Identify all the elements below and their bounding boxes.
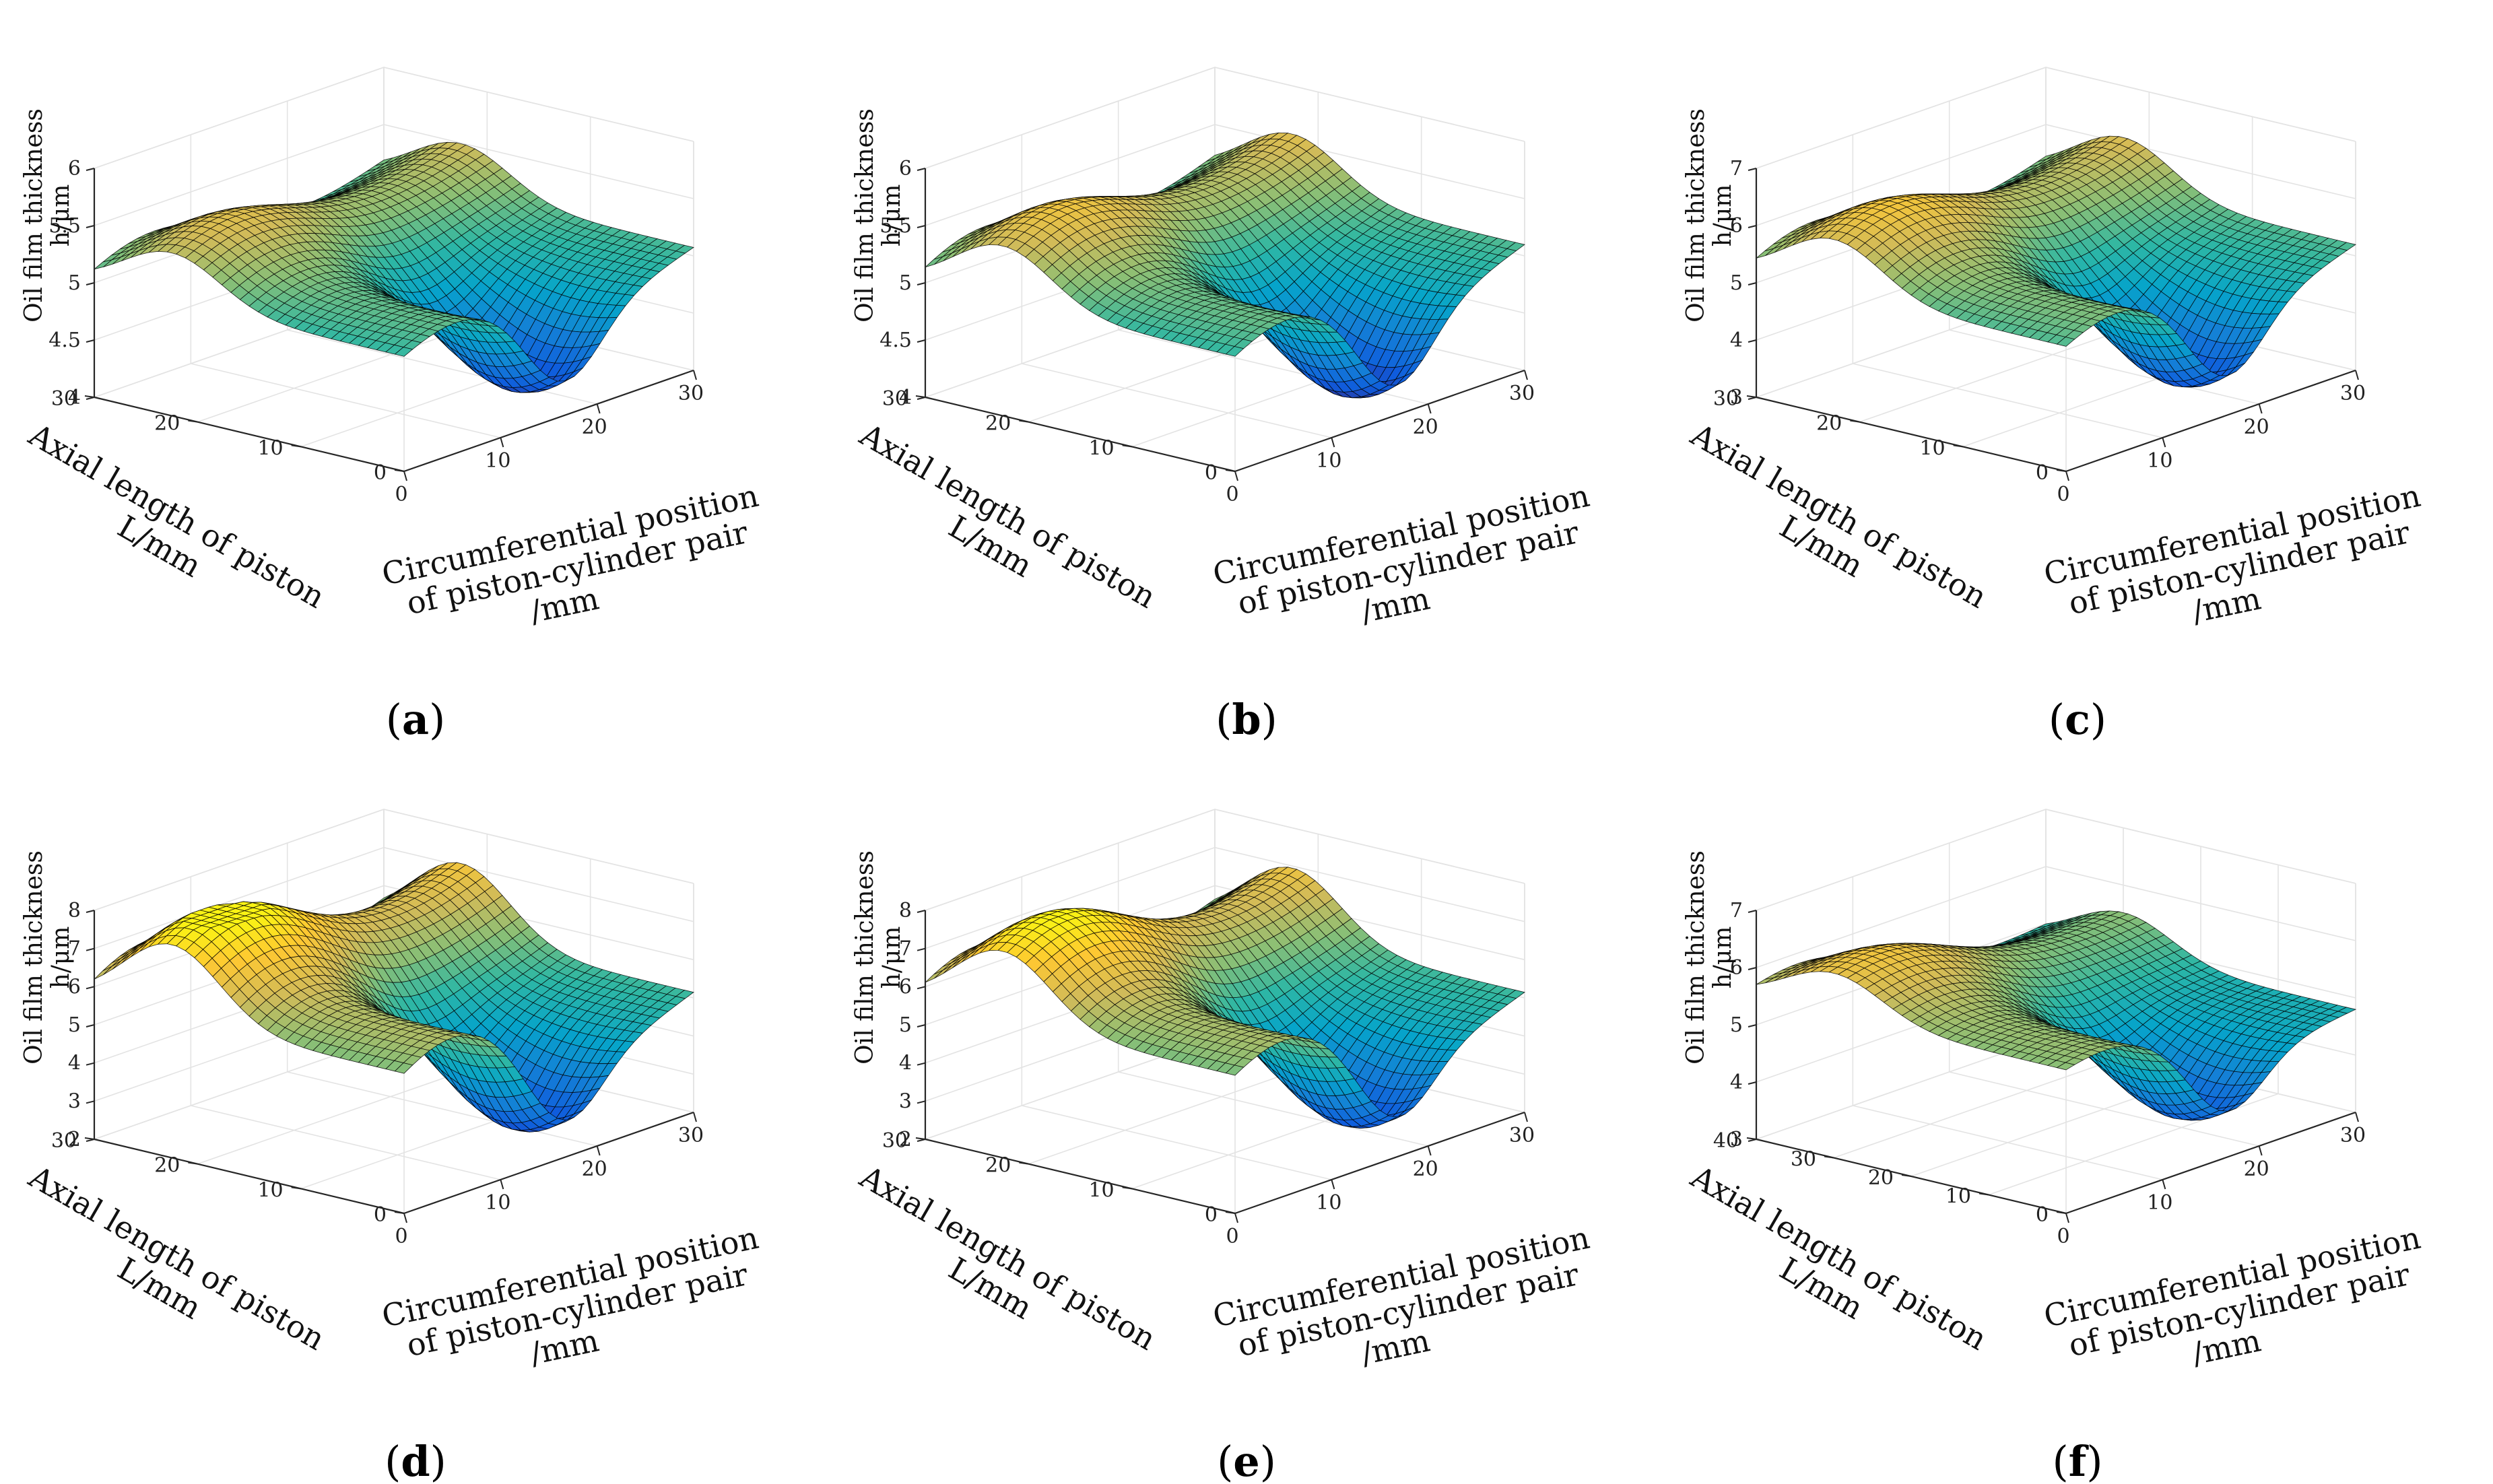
y-axis-b [925,397,1235,471]
z-axis-title: Oil film thicknessh/μm [1682,108,1737,323]
panel-b: 0 10 20 30 0 10 20 30 4 4.5 5 5.5 6 Oil film thicknes… [831,0,1662,742]
z-tick-label: 5 [1730,271,1743,295]
x-tick-label: 10 [1316,449,1341,473]
panel-c: 0 10 20 30 0 10 20 30 3 4 5 6 7 Oil film thicknessh/μ… [1662,0,2493,742]
surface-mesh-b [925,133,1525,398]
z-tick-label: 5 [68,1013,81,1037]
z-tick-label: 4.5 [48,329,81,352]
z-axis-title: Oil film thicknessh/μm [20,850,75,1065]
x-tick-label: 20 [1413,415,1438,439]
y-tick-label: 20 [985,412,1011,436]
z-tick-label: 4 [1730,329,1743,352]
y-tick-label: 10 [257,436,283,460]
z-tick-label: 5 [899,271,912,295]
y-tick-label: 0 [1205,461,1218,485]
y-tick-label: 0 [374,1203,387,1227]
panel-label-d: (d) [385,1437,446,1484]
panel-e: 0 10 20 30 0 10 20 30 2 3 4 5 6 7 8 Oil film thicknessh… [831,742,1662,1484]
z-tick-label: 8 [68,899,81,922]
x-tick-label: 0 [395,483,407,506]
figure: 0 10 20 30 0 10 20 30 4 4.5 5 5.5 6 Oil film thicknes… [0,0,2493,1484]
panel-label-b: (b) [1216,695,1277,744]
z-tick-label: 4 [68,386,81,409]
y-axis-c [1756,397,2066,471]
panel-label-c: (c) [2049,695,2106,744]
x-tick-label: 10 [485,1191,510,1215]
x-axis-title: Circumferential positionof piston-cylind… [2040,477,2438,659]
y-axis-d [94,1139,404,1213]
x-axis-c [2066,370,2356,471]
z-tick-label: 7 [1730,157,1743,180]
x-tick-label: 30 [678,1124,704,1147]
z-tick-label: 6 [68,157,81,180]
x-axis-title: Circumferential positionof piston-cylind… [378,477,776,659]
surface-mesh-c [1756,136,2356,387]
x-tick-label: 10 [485,449,510,473]
z-tick-label: 4 [899,386,912,409]
x-tick-label: 20 [2244,415,2269,439]
x-tick-label: 0 [2057,483,2069,506]
x-tick-label: 30 [2340,382,2366,405]
z-tick-label: 2 [68,1128,81,1151]
surface-facet [925,970,943,982]
y-tick-label: 20 [154,412,180,436]
x-tick-label: 30 [678,382,704,405]
z-axis-title: Oil film thicknessh/μm [851,108,906,323]
x-tick-label: 20 [582,415,607,439]
x-tick-label: 0 [395,1225,407,1248]
y-tick-label: 10 [1919,436,1945,460]
z-tick-label: 4 [68,1052,81,1075]
y-axis-a [94,397,404,471]
x-tick-label: 20 [582,1157,607,1181]
z-tick-label: 5 [68,271,81,295]
z-tick-label: 6 [899,157,912,180]
panel-label-a: (a) [386,695,446,744]
z-tick-label: 3 [68,1089,81,1113]
y-tick-label: 20 [1816,412,1842,436]
y-tick-label: 10 [257,1178,283,1202]
y-tick-label: 0 [2036,461,2049,485]
surface-mesh-e [925,867,1525,1128]
x-tick-label: 30 [1509,382,1535,405]
y-tick-label: 0 [374,461,387,485]
surface-mesh-d [94,863,694,1132]
x-tick-label: 10 [2147,449,2172,473]
panel-a: 0 10 20 30 0 10 20 30 4 4.5 5 5.5 6 Oil film thicknes… [0,0,831,742]
y-tick-label: 20 [154,1154,180,1178]
z-tick-label: 3 [1730,386,1743,409]
y-tick-label: 10 [1088,436,1114,460]
x-axis-title: Circumferential positionof piston-cylind… [378,1219,776,1401]
x-axis-title: Circumferential positionof piston-cylind… [1209,477,1607,659]
surface-facet [94,966,112,979]
z-axis-title: Oil film thicknessh/μm [20,108,75,323]
x-tick-label: 0 [1226,483,1238,506]
panel-d: 0 10 20 30 0 10 20 30 2 3 4 5 6 7 8 Oil film thicknessh… [0,742,831,1484]
z-tick-label: 4.5 [879,329,912,352]
